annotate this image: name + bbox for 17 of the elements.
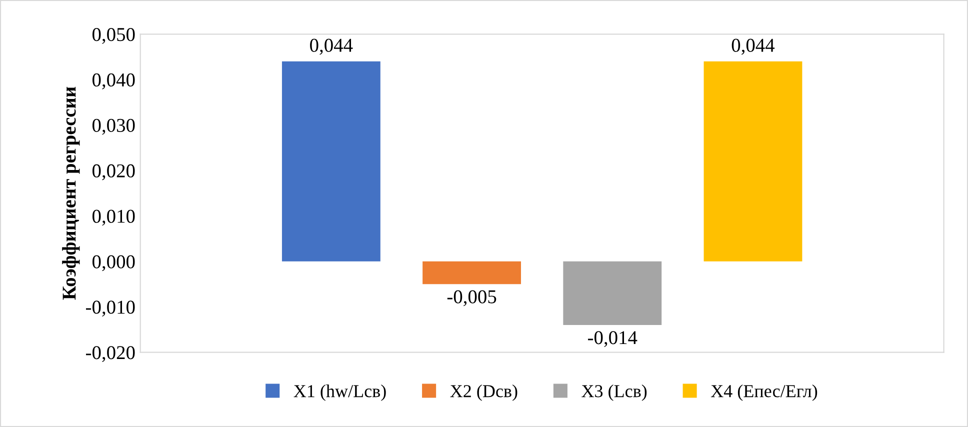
y-tick-label: 0,000 (92, 255, 135, 272)
y-axis-title: Коэффициент регрессии (62, 86, 80, 300)
legend-label: X3 (Lсв) (582, 384, 647, 401)
legend-label: X2 (Dсв) (450, 384, 518, 401)
legend-label: X1 (hw/Lсв) (294, 384, 386, 401)
data-label: 0,044 (732, 38, 775, 55)
data-label: 0,044 (310, 38, 353, 55)
y-tick-label: -0,010 (86, 300, 135, 317)
legend-label: X4 (Епес/Егл) (710, 384, 818, 401)
data-label: -0,005 (447, 290, 496, 306)
y-tick-label: 0,040 (92, 73, 135, 90)
y-tick-label: -0,020 (86, 346, 135, 362)
data-label: -0,014 (588, 331, 638, 348)
y-tick-label: 0,020 (92, 164, 135, 180)
y-tick-label: 0,010 (92, 210, 135, 226)
y-tick-label: 0,030 (92, 118, 135, 135)
y-tick-label: 0,050 (92, 28, 135, 44)
